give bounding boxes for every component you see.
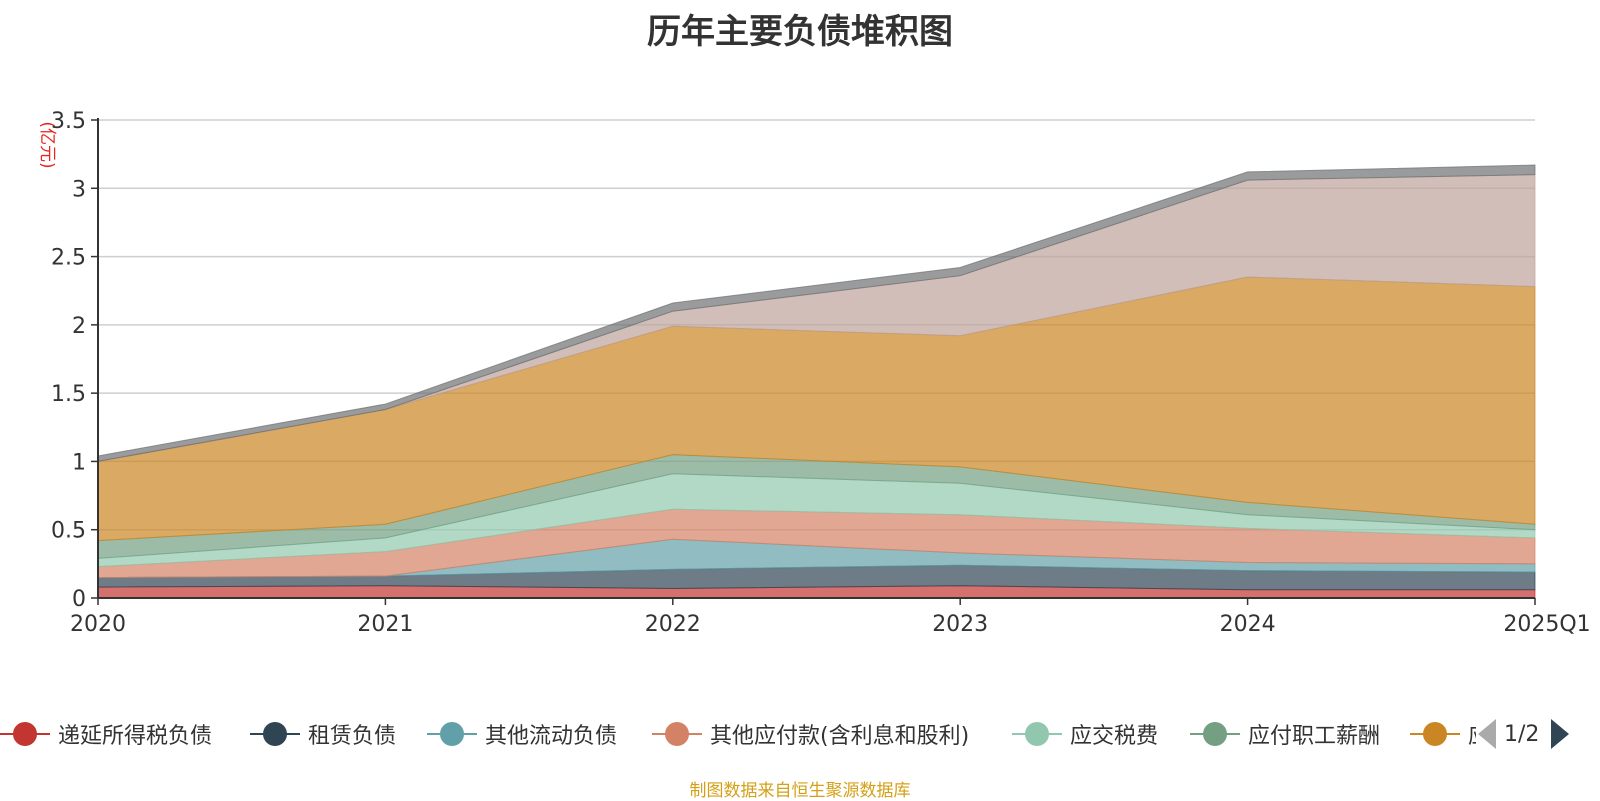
area-series-其他 — [97, 164, 1536, 463]
x-tick-label: 2025Q1 — [1503, 612, 1590, 637]
legend-item[interactable]: 其他应付款(含利息和股利) — [652, 714, 969, 754]
legend-item[interactable]: 递延所得税负债 — [0, 714, 212, 754]
x-tick-label: 2021 — [357, 612, 413, 637]
y-tick-label: 0.5 — [51, 519, 86, 544]
legend-marker-icon — [652, 720, 702, 748]
chart-title: 历年主要负债堆积图 — [647, 12, 953, 52]
legend-item[interactable]: 应交税费 — [1012, 714, 1158, 754]
legend-item[interactable]: 租赁负债 — [250, 714, 396, 754]
y-tick-label: 2 — [72, 314, 86, 339]
legend-label: 其他流动负债 — [485, 724, 618, 749]
y-tick-label: 1.5 — [51, 382, 86, 407]
legend-item[interactable]: 应付账款 — [1410, 714, 1476, 754]
y-axis-unit-label: (亿元) — [37, 121, 57, 168]
data-source-note: 制图数据来自恒生聚源数据库 — [689, 781, 911, 801]
legend-marker-icon — [427, 720, 477, 748]
area-series — [97, 164, 1536, 599]
legend-label: 其他应付款(含利息和股利) — [710, 724, 970, 749]
legend-pager: 1/2 — [1478, 716, 1570, 752]
y-axis-ticks: 0 0.5 1 1.5 2 2.5 3 3.5 — [51, 109, 98, 612]
y-tick-label: 1 — [72, 450, 86, 475]
legend-label: 递延所得税负债 — [58, 724, 213, 749]
x-tick-label: 2022 — [645, 612, 701, 637]
legend-marker-icon — [1410, 720, 1460, 748]
x-axis-ticks: 2020 2021 2022 2023 2024 2025Q1 — [70, 598, 1591, 637]
legend: 递延所得税负债 租赁负债 其他流动负债 其他应付款(含利息和股利) 应交税费 应付职工薪酬… — [0, 714, 1600, 754]
y-tick-label: 0 — [72, 587, 86, 612]
legend-item[interactable]: 应付职工薪酬 — [1190, 714, 1380, 754]
x-tick-label: 2024 — [1220, 612, 1276, 637]
legend-label: 应付账款 — [1468, 718, 1476, 750]
legend-next-arrow-icon[interactable] — [1551, 719, 1570, 749]
legend-page-indicator: 1/2 — [1504, 721, 1540, 747]
legend-label: 应付职工薪酬 — [1248, 724, 1381, 749]
stacked-area-chart: 00.511.522.533.5 2020 2021 2022 2023 2024 202… — [37, 109, 1591, 637]
y-tick-label: 3 — [72, 177, 86, 202]
legend-label: 应交税费 — [1070, 724, 1159, 749]
legend-marker-icon — [250, 720, 300, 748]
x-tick-label: 2020 — [70, 612, 126, 637]
legend-prev-arrow-icon[interactable] — [1478, 719, 1496, 749]
axes — [97, 118, 1535, 599]
legend-marker-icon — [1190, 720, 1240, 748]
legend-label: 租赁负债 — [308, 724, 397, 749]
y-tick-label: 3.5 — [51, 109, 86, 134]
legend-marker-icon — [1012, 720, 1062, 748]
x-tick-label: 2023 — [932, 612, 988, 637]
legend-item[interactable]: 其他流动负债 — [427, 714, 617, 754]
legend-items: 递延所得税负债 租赁负债 其他流动负债 其他应付款(含利息和股利) 应交税费 应付职工薪酬… — [0, 714, 1476, 754]
legend-marker-icon — [0, 720, 50, 748]
y-tick-label: 2.5 — [51, 246, 86, 271]
